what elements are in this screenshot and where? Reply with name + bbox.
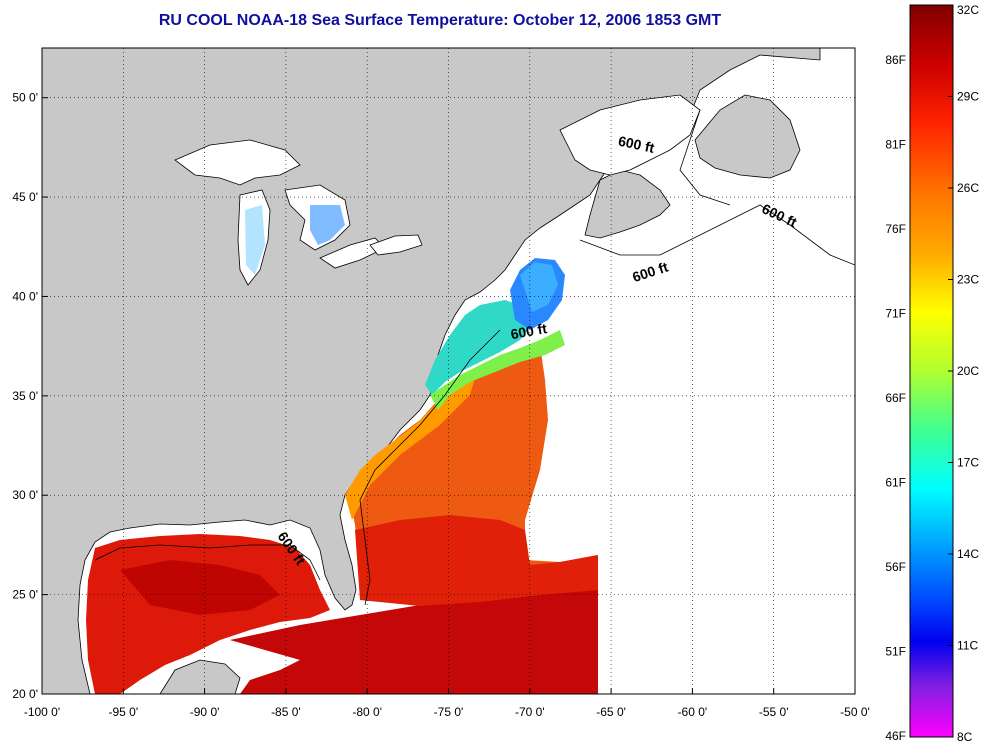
y-tick-label: 30 0' xyxy=(12,488,38,502)
x-tick-label: -55 0' xyxy=(759,705,789,719)
colorbar-celsius-labels: 32C 29C 26C 23C 20C 17C 14C 11C 8C xyxy=(948,3,979,744)
colorbar-label-f: 61F xyxy=(885,476,906,490)
contour-label-600ft: 600 ft xyxy=(509,320,548,342)
lake-sst-patch xyxy=(310,205,345,245)
maritime-land xyxy=(584,169,671,239)
atlantic-sst-red xyxy=(355,515,598,606)
colorbar-label-c: 23C xyxy=(957,273,979,287)
colorbar-label-c: 11C xyxy=(957,639,978,653)
lake-sst-patch xyxy=(245,205,265,275)
gulf-of-maine-sst-light xyxy=(520,262,558,312)
isobath-600ft xyxy=(579,204,855,266)
colorbar-label-f: 46F xyxy=(885,729,906,743)
colorbar-label-f: 56F xyxy=(885,560,906,574)
y-tick-label: 40 0' xyxy=(12,289,38,303)
x-tick-label: -60 0' xyxy=(678,705,708,719)
caribbean-sst xyxy=(230,585,598,694)
colorbar-label-c: 14C xyxy=(957,547,979,561)
colorbar-label-f: 86F xyxy=(885,53,906,67)
x-tick-label: -90 0' xyxy=(190,705,220,719)
x-tick-label: -95 0' xyxy=(108,705,138,719)
yucatan-land xyxy=(159,659,241,694)
x-tick-label: -50 0' xyxy=(840,705,870,719)
x-tick-label: -65 0' xyxy=(596,705,626,719)
shelf-green-sst xyxy=(430,330,565,410)
x-tick-label: -100 0' xyxy=(24,705,60,719)
x-tick-label: -75 0' xyxy=(434,705,464,719)
colorbar-label-c: 8C xyxy=(957,730,973,744)
y-tick-label: 45 0' xyxy=(12,190,38,204)
map-title: RU COOL NOAA-18 Sea Surface Temperature:… xyxy=(158,12,722,29)
gulf-stream-sst xyxy=(345,378,475,520)
colorbar-label-f: 81F xyxy=(885,138,906,152)
gulf-of-mexico-sst-dark xyxy=(120,560,280,615)
isobath-600ft xyxy=(94,544,321,581)
colorbar-label-c: 20C xyxy=(957,364,979,378)
colorbar-label-c: 26C xyxy=(957,181,979,195)
y-tick-label: 50 0' xyxy=(12,91,38,105)
contour-label-600ft: 600 ft xyxy=(617,133,656,156)
isobath-600ft xyxy=(679,109,731,206)
colorbar xyxy=(909,4,954,738)
colorbar-label-c: 29C xyxy=(957,90,979,104)
colorbar-label-f: 71F xyxy=(885,307,906,321)
colorbar-label-c: 17C xyxy=(957,456,979,470)
shelf-cool-sst xyxy=(425,300,535,395)
colorbar-label-f: 51F xyxy=(885,645,906,659)
y-tick-label: 20 0' xyxy=(12,687,38,701)
x-tick-label: -85 0' xyxy=(271,705,301,719)
y-tick-label: 25 0' xyxy=(12,588,38,602)
lake-ontario xyxy=(369,234,423,256)
x-tick-label: -80 0' xyxy=(352,705,382,719)
gulf-st-lawrence xyxy=(559,94,701,176)
lake-superior xyxy=(174,139,301,186)
y-tick-label: 35 0' xyxy=(12,389,38,403)
newfoundland-land xyxy=(694,94,801,179)
colorbar-label-f: 76F xyxy=(885,222,906,236)
latitude-axis: 50 0' 45 0' 40 0' 35 0' 30 0' 25 0' 20 0' xyxy=(12,91,48,701)
colorbar-fahrenheit-labels: 86F 81F 76F 71F 66F 61F 56F 51F 46F xyxy=(885,53,906,743)
longitude-axis: -100 0' -95 0' -90 0' -85 0' -80 0' -75 0' -70… xyxy=(24,688,870,719)
x-tick-label: -70 0' xyxy=(515,705,545,719)
colorbar-label-c: 32C xyxy=(957,3,979,17)
colorbar-label-f: 66F xyxy=(885,391,906,405)
